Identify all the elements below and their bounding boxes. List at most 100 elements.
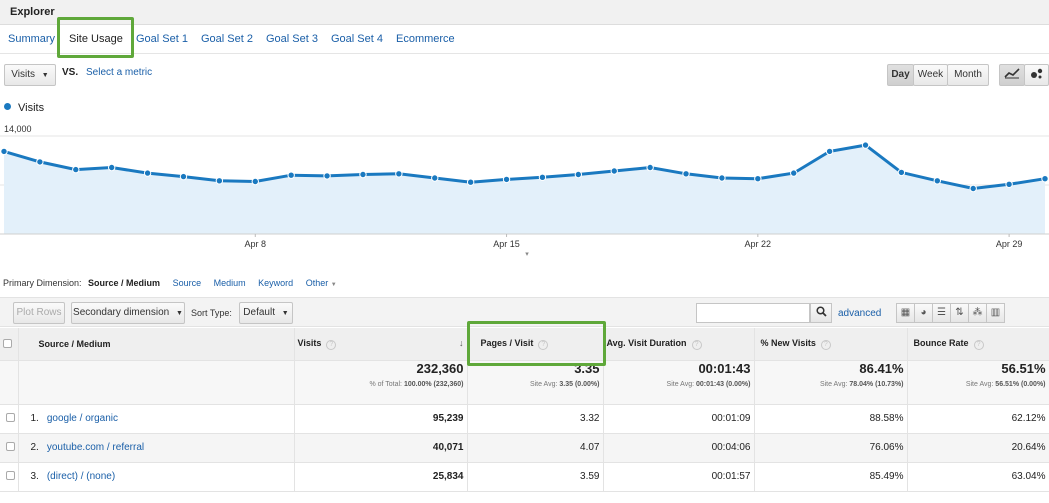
header-bounce-rate[interactable]: Bounce Rate? (907, 328, 1049, 361)
tab-goal-set-4[interactable]: Goal Set 4 (331, 33, 383, 45)
x-tick-label: Apr 29 (996, 239, 1023, 249)
comparison-view-icon[interactable]: ⇅ (950, 303, 969, 323)
dimension-option-medium[interactable]: Medium (213, 278, 246, 288)
row-checkbox[interactable] (5, 442, 15, 451)
tab-goal-set-1[interactable]: Goal Set 1 (136, 33, 188, 45)
data-point[interactable] (861, 141, 870, 149)
row-source-link[interactable]: (direct) / (none) (46, 471, 116, 482)
chevron-down-icon: ▼ (330, 282, 337, 288)
dimension-option-other[interactable]: Other ▼ (306, 278, 337, 288)
chart-collapse-handle[interactable]: ▾ (525, 251, 529, 258)
total-pages-sub-label: Site Avg: (529, 380, 558, 388)
tab-goal-set-2[interactable]: Goal Set 2 (201, 33, 253, 45)
data-point[interactable] (502, 175, 511, 184)
help-icon[interactable]: ? (538, 339, 549, 350)
totals-blank (0, 360, 19, 405)
header-visits[interactable]: Visits? ↓ (294, 328, 468, 361)
search-button[interactable] (810, 303, 832, 323)
total-duration-sub-label: Site Avg: (666, 380, 695, 388)
data-point[interactable] (718, 174, 726, 182)
data-point[interactable] (251, 177, 259, 186)
performance-view-icon[interactable]: ☰ (932, 303, 951, 323)
data-point[interactable] (107, 163, 116, 172)
data-point[interactable] (431, 174, 439, 182)
data-point[interactable] (36, 158, 44, 166)
tab-ecommerce[interactable]: Ecommerce (396, 33, 455, 45)
help-icon[interactable]: ? (326, 339, 337, 350)
data-point[interactable] (1005, 180, 1013, 189)
header-source-medium[interactable]: Source / Medium (18, 328, 295, 361)
motion-chart-view-button[interactable] (1024, 64, 1049, 86)
secondary-dimension-label: Secondary dimension (73, 307, 170, 318)
header-new-visits[interactable]: % New Visits? (754, 328, 908, 361)
tab-site-usage[interactable]: Site Usage (69, 33, 123, 45)
header-avg-visit-duration[interactable]: Avg. Visit Duration? (603, 328, 755, 361)
dimension-option-source[interactable]: Source (172, 278, 202, 288)
data-point[interactable] (646, 163, 654, 172)
data-table-view-icon[interactable]: ▦ (896, 303, 915, 323)
month-button[interactable]: Month (947, 64, 989, 86)
series-line (3, 143, 1046, 191)
plot-rows-button[interactable]: Plot Rows (13, 302, 65, 324)
data-point[interactable] (825, 147, 834, 156)
chevron-down-icon: ▼ (41, 72, 49, 79)
data-point[interactable] (395, 170, 403, 178)
data-point[interactable] (538, 173, 547, 181)
data-point[interactable] (1041, 175, 1049, 183)
x-tick-label: Apr 8 (245, 239, 267, 249)
row-checkbox[interactable] (5, 413, 15, 422)
x-tick-label: Apr 15 (493, 239, 520, 249)
row-source-link[interactable]: google / organic (46, 413, 119, 424)
secondary-dimension-dropdown[interactable]: Secondary dimension ▼ (71, 302, 185, 324)
total-pages-visit-cell: 3.35 Site Avg: 3.35 (0.00%) (467, 360, 604, 405)
line-chart-view-button[interactable] (999, 64, 1025, 86)
data-point[interactable] (574, 170, 583, 179)
day-button[interactable]: Day (887, 64, 914, 86)
row-source-link[interactable]: youtube.com / referral (46, 442, 145, 453)
data-point[interactable] (287, 171, 295, 179)
total-visits-cell: 232,360 % of Total: 100.00% (232,360) (294, 360, 468, 405)
term-cloud-view-icon[interactable]: ⁂ (968, 303, 987, 323)
explorer-header: Explorer (0, 0, 1049, 25)
data-point[interactable] (0, 147, 8, 156)
sort-type-dropdown[interactable]: Default ▼ (239, 302, 293, 324)
data-point[interactable] (682, 170, 690, 178)
row-checkbox[interactable] (5, 471, 15, 480)
week-button[interactable]: Week (913, 64, 948, 86)
tab-summary[interactable]: Summary (8, 33, 56, 45)
data-point[interactable] (610, 167, 618, 175)
select-metric-link[interactable]: Select a metric (86, 67, 153, 78)
chart-legend: Visits (4, 102, 44, 114)
primary-dimension-current: Source / Medium (88, 278, 161, 288)
report-tabs: Summary Site Usage Goal Set 1 Goal Set 2… (0, 26, 1049, 54)
header-pages-visit[interactable]: Pages / Visit? (467, 328, 604, 361)
metric-dropdown[interactable]: Visits ▼ (4, 64, 56, 86)
header-visits-label: Visits (297, 337, 322, 348)
data-point[interactable] (179, 172, 188, 181)
data-point[interactable] (323, 172, 331, 180)
help-icon[interactable]: ? (820, 339, 831, 350)
data-point[interactable] (754, 175, 762, 183)
data-point[interactable] (969, 184, 977, 193)
dimension-option-keyword[interactable]: Keyword (258, 278, 294, 288)
table-search-input[interactable] (696, 303, 810, 323)
pie-chart-view-icon[interactable]: ◕ (914, 303, 933, 323)
total-visits-sub-value: 100.00% (232,360) (403, 380, 464, 388)
data-point[interactable] (215, 177, 224, 185)
data-point[interactable] (72, 165, 80, 174)
data-point[interactable] (466, 178, 475, 186)
pivot-view-icon[interactable]: ▥ (986, 303, 1005, 323)
data-point[interactable] (933, 177, 942, 185)
help-icon[interactable]: ? (691, 339, 702, 350)
row-avg-duration: 00:01:57 (603, 462, 755, 492)
primary-dimension-label: Primary Dimension: (3, 278, 82, 288)
advanced-filter-link[interactable]: advanced (838, 308, 882, 319)
data-point[interactable] (359, 170, 367, 179)
data-point[interactable] (790, 169, 798, 177)
data-point[interactable] (143, 169, 152, 177)
row-index: 1. (30, 413, 39, 424)
tab-goal-set-3[interactable]: Goal Set 3 (266, 33, 318, 45)
data-point[interactable] (897, 168, 906, 177)
select-all-checkbox[interactable] (3, 338, 12, 348)
help-icon[interactable]: ? (973, 339, 984, 350)
